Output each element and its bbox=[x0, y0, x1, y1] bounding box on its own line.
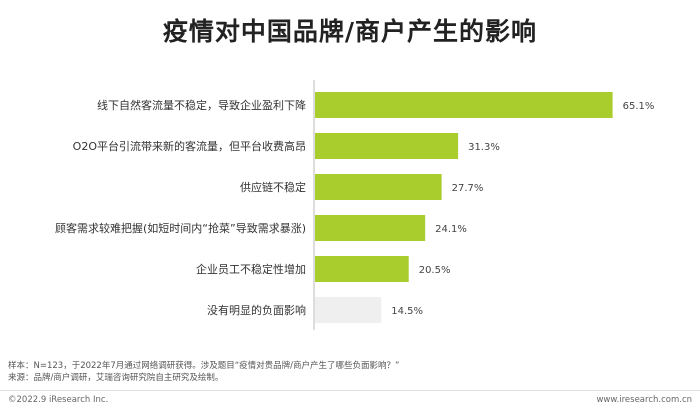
bar-chart: 线下自然客流量不稳定，导致企业盈利下降 65.1% O2O平台引流带来新的客流量，但… bbox=[55, 80, 654, 330]
value-label-3: 24.1% bbox=[435, 224, 467, 235]
value-label-2: 27.7% bbox=[452, 183, 484, 194]
website-text: www.iresearch.com.cn bbox=[596, 395, 692, 405]
value-label-0: 65.1% bbox=[623, 101, 655, 112]
bar-0 bbox=[315, 92, 613, 118]
category-label-0: 线下自然客流量不稳定，导致企业盈利下降 bbox=[97, 98, 306, 112]
value-label-1: 31.3% bbox=[468, 142, 500, 153]
footer-divider bbox=[0, 390, 700, 391]
bars-layer: 线下自然客流量不稳定，导致企业盈利下降 65.1% O2O平台引流带来新的客流量，但… bbox=[55, 80, 654, 330]
source-note: 来源：品牌/商户调研，艾瑞咨询研究院自主研究及绘制。 bbox=[8, 373, 224, 383]
bar-4 bbox=[315, 256, 409, 282]
chart-notes: 样本：N=123，于2022年7月通过网络调研获得。涉及题目“疫情对贵品牌/商户… bbox=[8, 360, 698, 384]
chart-title: 疫情对中国品牌/商户产生的影响 bbox=[162, 17, 538, 46]
category-label-3: 顾客需求较难把握(如短时间内“抢菜”导致需求暴涨) bbox=[55, 221, 306, 235]
bar-5 bbox=[315, 297, 382, 323]
category-label-1: O2O平台引流带来新的客流量，但平台收费高昂 bbox=[73, 139, 306, 153]
bar-2 bbox=[315, 174, 442, 200]
value-label-5: 14.5% bbox=[391, 306, 423, 317]
copyright-text: ©2022.9 iResearch Inc. bbox=[8, 395, 109, 405]
bar-3 bbox=[315, 215, 426, 241]
category-label-2: 供应链不稳定 bbox=[240, 180, 306, 194]
category-label-4: 企业员工不稳定性增加 bbox=[196, 262, 306, 276]
bar-1 bbox=[315, 133, 459, 159]
value-label-4: 20.5% bbox=[419, 265, 451, 276]
category-label-5: 没有明显的负面影响 bbox=[207, 303, 306, 317]
sample-note: 样本：N=123，于2022年7月通过网络调研获得。涉及题目“疫情对贵品牌/商户… bbox=[8, 361, 400, 371]
